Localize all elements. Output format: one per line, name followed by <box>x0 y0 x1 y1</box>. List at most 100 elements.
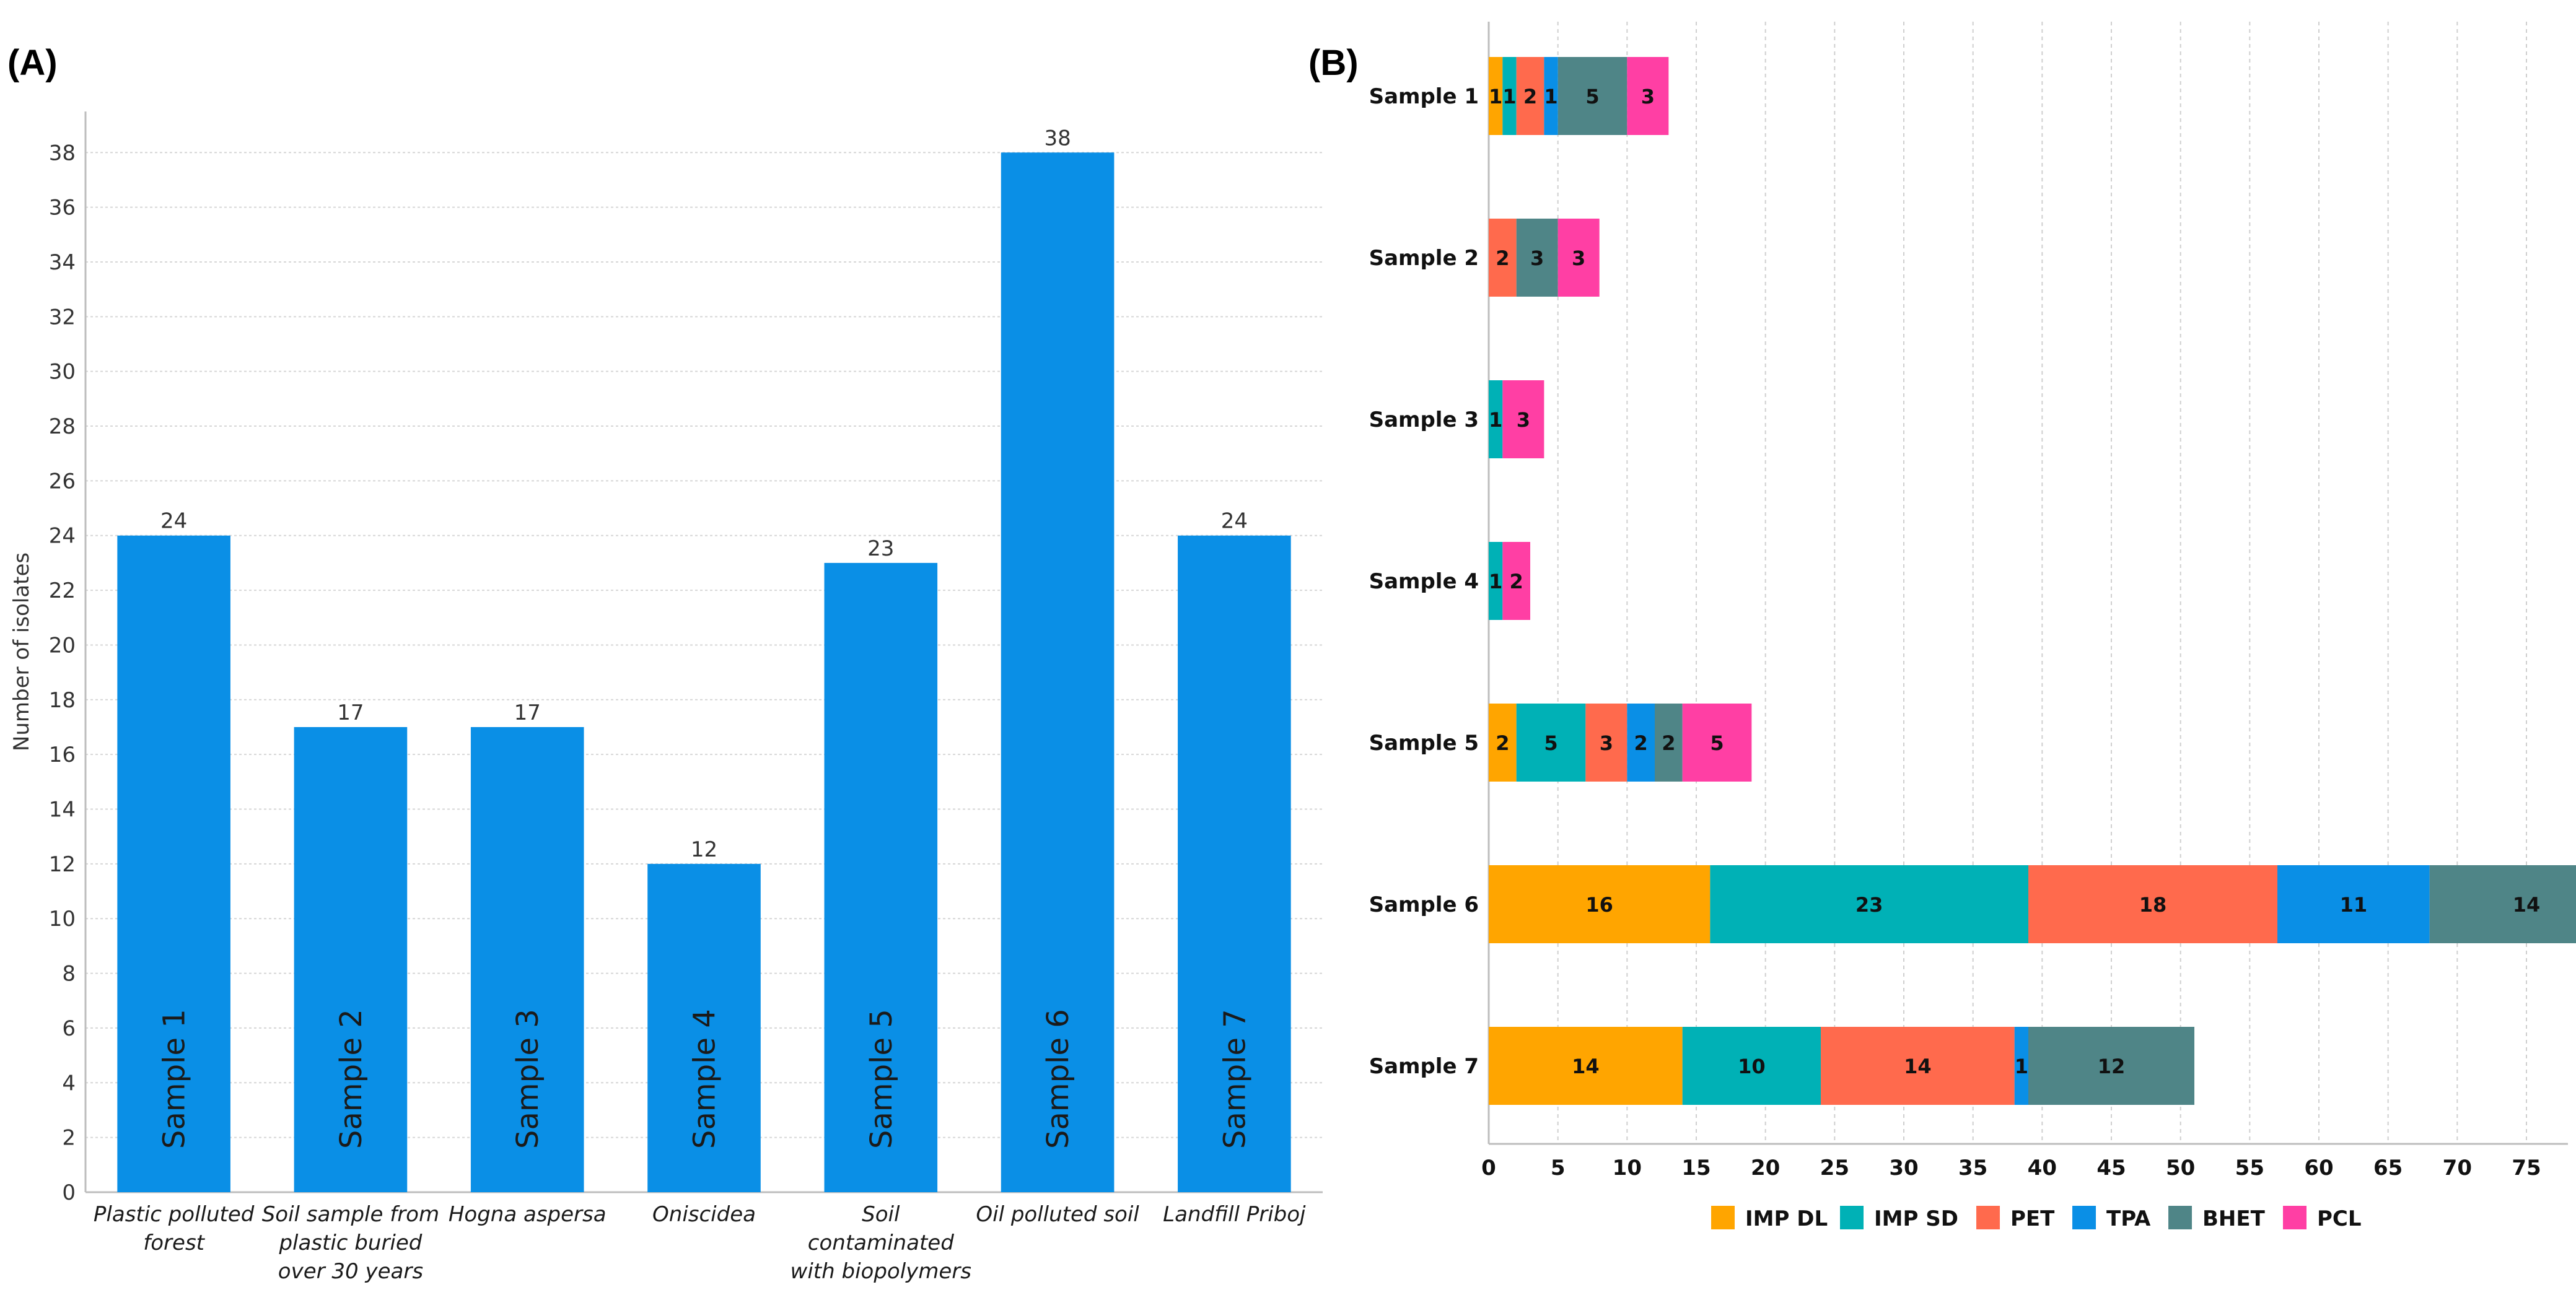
x-tick-label: 5 <box>1551 1156 1566 1180</box>
x-tick-label: 50 <box>2166 1156 2195 1180</box>
x-category-label: Plastic polluted <box>94 1202 255 1227</box>
legend-swatch <box>2283 1206 2307 1229</box>
segment-value-label: 2 <box>1510 570 1523 593</box>
bar-value-label: 23 <box>867 536 894 561</box>
bar-chart-isolates: 02468101214161820222426283032343638Numbe… <box>9 111 1323 1284</box>
bar-value-label: 24 <box>160 509 187 534</box>
segment-value-label: 16 <box>1585 893 1613 917</box>
stacked-segment <box>1516 57 1544 135</box>
segment-value-label: 23 <box>1855 893 1883 917</box>
x-tick-label: 15 <box>1681 1156 1711 1180</box>
bar <box>1178 535 1291 1192</box>
bar <box>470 726 584 1192</box>
y-tick-label: 0 <box>62 1180 76 1205</box>
y-axis-label: Number of isolates <box>9 552 34 751</box>
stacked-segment <box>1502 542 1530 620</box>
segment-value-label: 2 <box>1496 731 1509 755</box>
y-category-label: Sample 6 <box>1369 892 1479 917</box>
y-tick-label: 30 <box>49 360 76 385</box>
x-tick-label: 65 <box>2373 1156 2403 1180</box>
y-category-label: Sample 5 <box>1369 731 1479 756</box>
segment-value-label: 14 <box>1904 1055 1932 1078</box>
stacked-segment <box>1710 865 2028 943</box>
panel-a-label: (A) <box>7 43 58 83</box>
y-tick-label: 32 <box>49 305 76 329</box>
legend-label: PCL <box>2317 1206 2362 1231</box>
bar-sample-label: Sample 4 <box>688 1009 722 1149</box>
stacked-segment <box>1682 704 1752 782</box>
stacked-segment <box>1557 219 1600 297</box>
stacked-segment <box>1489 380 1503 458</box>
legend-swatch <box>1976 1206 2000 1229</box>
y-tick-label: 14 <box>49 798 76 822</box>
x-category-label: Oniscidea <box>652 1202 756 1227</box>
segment-value-label: 1 <box>1502 85 1516 108</box>
segment-value-label: 3 <box>1572 246 1585 270</box>
bar-value-label: 12 <box>691 837 717 862</box>
stacked-segment <box>1682 1027 1821 1105</box>
stacked-segment <box>2014 1027 2028 1105</box>
bar <box>824 562 938 1192</box>
segment-value-label: 10 <box>1738 1055 1766 1078</box>
stacked-segment <box>1627 704 1655 782</box>
stacked-segment <box>1585 704 1628 782</box>
x-tick-label: 55 <box>2235 1156 2264 1180</box>
stacked-segment <box>1655 704 1683 782</box>
bar-value-label: 17 <box>337 700 364 725</box>
x-category-label: over 30 years <box>278 1259 423 1284</box>
x-tick-label: 60 <box>2304 1156 2333 1180</box>
y-tick-label: 38 <box>49 141 76 165</box>
panel-b-label: (B) <box>1308 43 1359 83</box>
bar-sample-label: Sample 6 <box>1041 1009 1076 1149</box>
stacked-segment <box>1489 57 1503 135</box>
segment-value-label: 5 <box>1585 85 1599 108</box>
y-tick-label: 16 <box>49 743 76 767</box>
y-tick-label: 34 <box>49 250 76 275</box>
y-tick-label: 26 <box>49 469 76 494</box>
stacked-segment <box>1557 57 1628 135</box>
y-category-label: Sample 4 <box>1369 569 1479 594</box>
x-category-label: Soil <box>862 1202 900 1227</box>
x-tick-label: 70 <box>2443 1156 2472 1180</box>
x-category-label: Hogna aspersa <box>449 1202 607 1227</box>
segment-value-label: 2 <box>1523 85 1537 108</box>
x-tick-label: 0 <box>1481 1156 1496 1180</box>
y-tick-label: 4 <box>62 1071 76 1096</box>
x-category-label: forest <box>143 1231 205 1255</box>
x-tick-label: 10 <box>1613 1156 1642 1180</box>
y-category-label: Sample 2 <box>1369 246 1479 271</box>
stacked-segment <box>1489 865 1711 943</box>
segment-value-label: 3 <box>1641 85 1655 108</box>
legend-swatch <box>2072 1206 2096 1229</box>
segment-value-label: 5 <box>1544 731 1557 755</box>
segment-value-label: 3 <box>1600 731 1613 755</box>
x-tick-label: 40 <box>2028 1156 2057 1180</box>
x-category-label: contaminated <box>808 1231 954 1255</box>
bar-value-label: 17 <box>514 700 541 725</box>
segment-value-label: 5 <box>1710 731 1724 755</box>
x-tick-label: 35 <box>1958 1156 1987 1180</box>
bar <box>294 726 408 1192</box>
stacked-segment <box>1516 704 1586 782</box>
x-tick-label: 25 <box>1820 1156 1849 1180</box>
stacked-segment <box>2028 865 2277 943</box>
y-tick-label: 12 <box>49 852 76 877</box>
y-tick-label: 28 <box>49 414 76 439</box>
y-tick-label: 18 <box>49 688 76 713</box>
y-tick-label: 24 <box>49 524 76 549</box>
segment-value-label: 1 <box>1489 570 1502 593</box>
stacked-segment <box>1516 219 1558 297</box>
bar <box>1001 152 1115 1192</box>
y-tick-label: 36 <box>49 196 76 220</box>
legend-label: IMP DL <box>1745 1206 1828 1231</box>
segment-value-label: 14 <box>2513 893 2541 917</box>
stacked-segment <box>1544 57 1558 135</box>
y-tick-label: 22 <box>49 578 76 603</box>
y-tick-label: 2 <box>62 1126 76 1151</box>
x-tick-label: 20 <box>1751 1156 1780 1180</box>
segment-value-label: 3 <box>1517 408 1530 432</box>
stacked-segment <box>2028 1027 2194 1105</box>
bar-value-label: 38 <box>1044 126 1071 150</box>
stacked-segment <box>1489 542 1503 620</box>
